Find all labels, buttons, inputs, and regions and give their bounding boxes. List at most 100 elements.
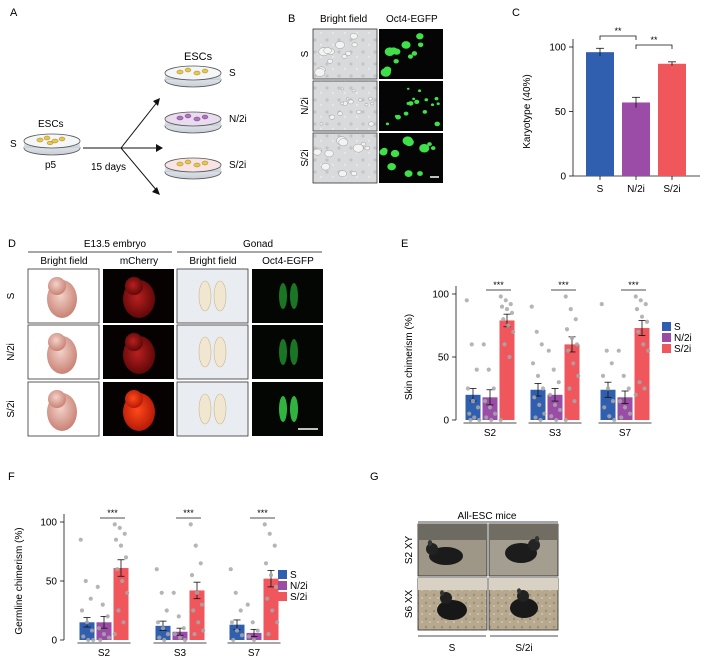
colony: [364, 103, 369, 107]
data-point: [554, 417, 559, 423]
fluorescent-colony: [434, 96, 439, 101]
data-point: [84, 620, 90, 625]
panel-letter-c: C: [512, 7, 520, 19]
fluorescent-colony: [406, 102, 410, 105]
data-point: [482, 399, 488, 404]
data-point: [537, 402, 542, 407]
x-tick-label: S3: [174, 648, 187, 659]
panel-b-images: [312, 28, 443, 184]
data-point: [600, 373, 606, 378]
gonad-bright-field: [176, 268, 249, 324]
data-point: [533, 415, 538, 420]
bar: [564, 344, 580, 420]
colony: [319, 122, 324, 126]
colony: [338, 170, 347, 178]
data-point: [467, 411, 472, 416]
data-point: [469, 342, 474, 347]
legend-swatch: [278, 570, 287, 579]
b-col-oct4: Oct4-EGFP: [386, 14, 438, 25]
data-point: [164, 608, 169, 613]
gonad-left-fluor: [279, 339, 287, 365]
data-point: [100, 602, 105, 607]
significance-label: ***: [257, 508, 268, 518]
data-point: [112, 522, 117, 527]
data-point: [475, 405, 481, 410]
gonad-oct4-image: [252, 325, 323, 379]
gonad-left: [198, 280, 212, 312]
legend-swatch: [278, 581, 287, 590]
panel-letter-e: E: [401, 238, 408, 250]
data-point: [481, 342, 486, 347]
b-row-s: S: [300, 50, 311, 57]
data-point: [508, 301, 513, 307]
data-point: [121, 620, 126, 625]
data-point: [622, 405, 628, 410]
passage-label: p5: [45, 160, 57, 171]
data-point: [83, 578, 88, 584]
data-point: [95, 584, 100, 590]
colony: [341, 54, 348, 59]
data-point: [556, 380, 561, 385]
x-tick-label: N/2i: [627, 184, 645, 195]
y-tick-label: 0: [443, 416, 449, 427]
fluorescent-colony: [407, 54, 414, 59]
data-point: [468, 417, 473, 423]
y-tick-label: 0: [51, 636, 57, 647]
data-point: [532, 395, 537, 400]
mcherry-head: [125, 277, 143, 295]
data-point: [499, 304, 505, 309]
panel-letter-b: B: [288, 13, 295, 25]
fluorescent-colony: [416, 33, 424, 40]
panel-d: D E13.5 embryo Gonad Bright field mCherr…: [6, 238, 323, 437]
legend-swatch: [662, 344, 671, 353]
left-escs-label: ESCs: [38, 119, 64, 130]
data-point: [507, 354, 512, 360]
panel-letter-d: D: [8, 238, 16, 250]
embryo-head: [48, 277, 66, 295]
data-point: [118, 543, 124, 548]
data-point: [529, 304, 534, 309]
data-point: [270, 608, 275, 613]
data-point: [538, 417, 543, 423]
y-axis-label: Skin chimerism (%): [404, 314, 415, 400]
legend-swatch: [662, 333, 671, 342]
gonad-bright-field: [176, 381, 249, 437]
data-point: [106, 635, 112, 640]
bar: [189, 590, 205, 640]
fluorescent-colony: [417, 42, 424, 48]
data-point: [182, 637, 188, 643]
data-point: [86, 637, 91, 643]
colony: [323, 47, 332, 54]
data-point: [88, 596, 93, 601]
colony: [352, 143, 364, 153]
fluorescent-colony: [390, 149, 400, 158]
fluorescent-colony: [401, 41, 411, 49]
panel-letter-f: F: [8, 471, 15, 483]
data-point: [619, 415, 624, 420]
y-axis-label: Germline chimerism (%): [14, 527, 25, 634]
data-point: [78, 537, 83, 542]
data-point: [250, 620, 255, 625]
colony: [314, 68, 326, 77]
data-point: [602, 405, 607, 410]
fluorescent-colony: [417, 171, 423, 176]
y-tick-label: 50: [555, 107, 567, 118]
fluorescent-colony: [395, 114, 401, 120]
data-point: [105, 614, 110, 619]
data-point: [275, 620, 280, 625]
data-point: [564, 327, 570, 332]
y-tick-label: 100: [40, 518, 57, 529]
gonad-right-fluor: [290, 396, 298, 422]
data-point: [552, 402, 558, 407]
panel-g: G All-ESC mice: [370, 471, 559, 654]
panel-b: B Bright field Oct4-EGFP S N/2i S/2i: [288, 13, 443, 184]
data-point: [569, 336, 575, 341]
karyotype-chart: 0 50 100 Karyotype (40%) S N/2i S/2i ** **: [522, 26, 700, 195]
data-point: [154, 567, 159, 572]
data-point: [194, 590, 200, 595]
data-point: [489, 417, 494, 423]
data-point: [273, 584, 279, 590]
d-row-s: S: [6, 292, 17, 299]
data-point: [546, 348, 551, 353]
fluorescent-colony: [430, 146, 436, 151]
